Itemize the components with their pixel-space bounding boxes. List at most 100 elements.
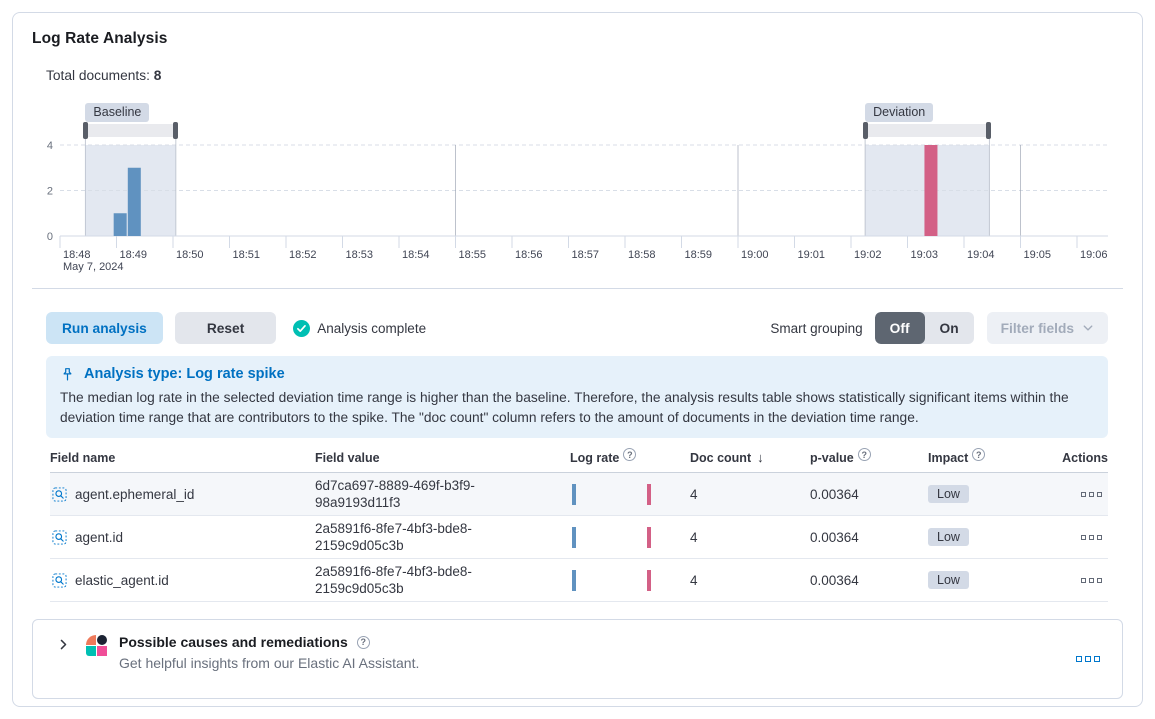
x-tick-label: 18:57 xyxy=(572,249,600,261)
ai-panel-title-row: Possible causes and remediations ? xyxy=(119,634,419,650)
smart-grouping-on-button[interactable]: On xyxy=(939,320,959,336)
doc-count-chart: 18:48 18:49 18:50 18:51 18:52 18:53 18:54 18:55… xyxy=(47,103,1108,273)
ai-panel-title: Possible causes and remediations xyxy=(119,634,348,650)
x-tick-label: 19:01 xyxy=(798,249,826,261)
chevron-right-icon xyxy=(60,639,67,650)
info-icon[interactable]: ? xyxy=(972,448,986,461)
field-value: 6d7ca697-8889-469f-b3f9-98a9193d11f3 xyxy=(315,478,475,510)
sort-desc-icon: ↓ xyxy=(757,450,764,465)
filter-fields-label: Filter fields xyxy=(1000,320,1074,336)
field-name: agent.id xyxy=(75,529,124,545)
run-analysis-button[interactable]: Run analysis xyxy=(46,312,163,344)
column-header-p-value[interactable]: p-value? xyxy=(810,448,928,465)
deviation-brush-handle-right[interactable] xyxy=(986,122,992,139)
x-tick-label: 19:05 xyxy=(1024,249,1052,261)
pin-icon xyxy=(63,367,72,380)
column-header-label: p-value xyxy=(810,450,854,465)
p-value: 0.00364 xyxy=(810,529,859,545)
table-row: agent.ephemeral_id 6d7ca697-8889-469f-b3… xyxy=(50,473,1108,516)
help-icon[interactable]: ? xyxy=(356,635,370,649)
filter-field-icon[interactable] xyxy=(52,529,67,545)
x-tick-label: 19:03 xyxy=(911,249,939,261)
total-documents: Total documents: 8 xyxy=(46,68,1123,83)
log-rate-mini-histogram xyxy=(570,569,662,592)
total-documents-value: 8 xyxy=(153,68,162,83)
column-header-label: Field value xyxy=(315,450,380,465)
callout-header: Analysis type: Log rate spike xyxy=(60,366,1094,382)
column-header-label: Log rate xyxy=(570,450,620,465)
filter-field-icon[interactable] xyxy=(52,486,67,502)
column-header-impact[interactable]: Impact? xyxy=(928,448,1040,465)
histogram-bar-deviation xyxy=(924,145,938,236)
smart-grouping-toggle: Off On xyxy=(874,312,974,344)
mini-baseline-bar xyxy=(572,483,576,505)
x-tick-label: 18:58 xyxy=(628,249,656,261)
column-header-field-value[interactable]: Field value xyxy=(315,451,570,465)
analysis-status-text: Analysis complete xyxy=(317,320,427,336)
y-tick-label: 4 xyxy=(47,140,53,152)
deviation-brush[interactable] xyxy=(863,122,992,139)
reset-button[interactable]: Reset xyxy=(174,312,277,344)
p-value: 0.00364 xyxy=(810,486,859,502)
column-header-log-rate[interactable]: Log rate? xyxy=(570,448,690,465)
row-actions-button[interactable] xyxy=(1081,577,1108,583)
expand-chevron-button[interactable] xyxy=(55,636,72,653)
column-header-label: Impact xyxy=(928,450,969,465)
toolbar-right: Smart grouping Off On Filter fields xyxy=(770,312,1108,344)
mini-baseline-bar xyxy=(572,569,576,591)
total-documents-label: Total documents: xyxy=(46,68,150,83)
x-tick-label: 18:59 xyxy=(685,249,713,261)
chevron-down-icon xyxy=(1083,325,1093,331)
results-table-body: agent.ephemeral_id 6d7ca697-8889-469f-b3… xyxy=(50,473,1108,602)
results-table: Field name Field value Log rate? Doc count ↓… xyxy=(50,448,1108,602)
filter-field-icon[interactable] xyxy=(52,572,67,588)
smart-grouping-off-button[interactable]: Off xyxy=(874,312,925,344)
column-header-field-name[interactable]: Field name xyxy=(50,451,315,465)
y-tick-label: 0 xyxy=(47,231,53,243)
x-tick-label: 18:51 xyxy=(233,249,261,261)
x-tick-label: 18:50 xyxy=(176,249,204,261)
impact-badge: Low xyxy=(928,528,969,546)
impact-badge: Low xyxy=(928,485,969,503)
column-header-label: Doc count xyxy=(690,450,752,465)
elastic-ai-assistant-icon xyxy=(86,635,107,656)
x-tick-label: 18:49 xyxy=(120,249,148,261)
analysis-type-callout: Analysis type: Log rate spike The median… xyxy=(46,356,1108,438)
ai-panel-texts: Possible causes and remediations ? Get h… xyxy=(119,634,419,671)
x-tick-label: 18:55 xyxy=(459,249,487,261)
x-tick-label: 19:06 xyxy=(1080,249,1108,261)
column-header-doc-count[interactable]: Doc count ↓ xyxy=(690,450,810,465)
deviation-badge: Deviation xyxy=(865,103,934,122)
info-icon[interactable]: ? xyxy=(857,448,871,461)
ai-assistant-panel: Possible causes and remediations ? Get h… xyxy=(32,619,1123,699)
column-header-label: Field name xyxy=(50,450,116,465)
ai-panel-subtitle: Get helpful insights from our Elastic AI… xyxy=(119,655,420,671)
smart-grouping-label: Smart grouping xyxy=(770,320,863,336)
x-tick-label: 18:52 xyxy=(289,249,317,261)
row-actions-button[interactable] xyxy=(1081,491,1108,497)
results-table-header: Field name Field value Log rate? Doc count ↓… xyxy=(50,448,1108,473)
check-circle-icon xyxy=(293,319,311,337)
doc-count-value: 4 xyxy=(690,572,698,588)
baseline-brush[interactable] xyxy=(83,122,178,139)
field-name: elastic_agent.id xyxy=(75,572,169,588)
deviation-brush-handle-left[interactable] xyxy=(863,122,869,139)
field-value: 2a5891f6-8fe7-4bf3-bde8-2159c9d05c3b xyxy=(315,564,472,596)
row-actions-button[interactable] xyxy=(1081,534,1108,540)
filter-fields-button[interactable]: Filter fields xyxy=(986,312,1108,344)
log-rate-analysis-panel: Log Rate Analysis Total documents: 8 18:… xyxy=(12,12,1143,707)
x-axis-date-label: May 7, 2024 xyxy=(63,261,124,273)
baseline-brush-handle-right[interactable] xyxy=(172,122,178,139)
x-tick-label: 19:02 xyxy=(854,249,882,261)
field-name: agent.ephemeral_id xyxy=(75,486,195,502)
table-row: elastic_agent.id 2a5891f6-8fe7-4bf3-bde8… xyxy=(50,559,1108,602)
x-tick-label: 18:56 xyxy=(515,249,543,261)
callout-title: Analysis type: Log rate spike xyxy=(84,366,285,382)
callout-body: The median log rate in the selected devi… xyxy=(60,390,1069,425)
baseline-brush-handle-left[interactable] xyxy=(83,122,89,139)
info-icon[interactable]: ? xyxy=(623,448,637,461)
doc-count-value: 4 xyxy=(690,486,698,502)
mini-deviation-bar xyxy=(647,569,651,591)
column-header-label: Actions xyxy=(1062,450,1108,465)
ai-panel-actions-icon[interactable] xyxy=(1076,656,1106,662)
